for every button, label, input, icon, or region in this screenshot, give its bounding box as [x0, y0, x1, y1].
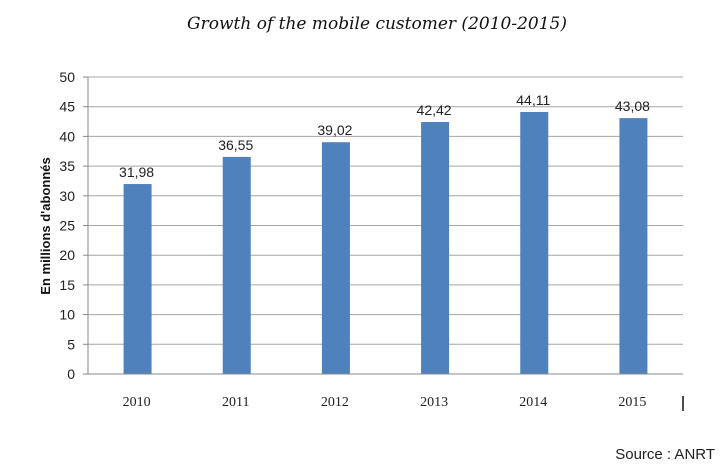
y-tick-label: 5 [67, 336, 75, 352]
x-tick-label: 2015 [618, 395, 646, 410]
data-label: 39,02 [317, 122, 352, 138]
gridlines [88, 76, 683, 345]
y-tick-label: 40 [59, 128, 75, 144]
bar-2014 [520, 111, 549, 374]
data-label: 36,55 [218, 137, 253, 153]
bar-2012 [321, 142, 350, 374]
x-tick-label: 2011 [222, 395, 249, 410]
data-label: 42,42 [417, 102, 452, 118]
data-label: 31,98 [119, 164, 154, 180]
x-tick-label: 2010 [123, 395, 151, 410]
y-tick-label: 10 [59, 307, 75, 323]
bars [123, 111, 648, 374]
data-labels: 31,98 36,55 39,02 42,42 44,11 43,08 [119, 92, 650, 180]
bar-2010 [123, 184, 152, 374]
x-tick-label: 2013 [420, 395, 448, 410]
y-tick-label: 25 [59, 218, 75, 234]
x-tick-label: 2012 [321, 395, 349, 410]
source-note: Source : ANRT [615, 446, 715, 463]
y-tick-label: 35 [59, 158, 75, 174]
y-tick-label: 15 [59, 277, 75, 293]
y-tick-labels: 0 5 10 15 20 25 30 35 40 45 50 [59, 69, 88, 382]
y-tick-label: 30 [59, 188, 75, 204]
bar-2011 [222, 156, 251, 374]
x-tick-label: 2014 [519, 395, 547, 410]
y-tick-label: 20 [59, 247, 75, 263]
data-label: 44,11 [516, 92, 550, 108]
y-tick-label: 50 [59, 69, 75, 85]
data-label: 43,08 [615, 98, 650, 114]
chart-title: Growth of the mobile customer (2010-2015… [187, 14, 567, 34]
x-tick-labels: 2010 2011 2012 2013 2014 2015 [123, 395, 647, 410]
y-tick-label: 45 [59, 99, 75, 115]
axes [87, 77, 683, 375]
bar-2015 [619, 118, 648, 374]
y-axis-label: En millions d'abonnés [38, 157, 53, 294]
bar-2013 [421, 122, 450, 374]
y-tick-label: 0 [67, 366, 75, 382]
